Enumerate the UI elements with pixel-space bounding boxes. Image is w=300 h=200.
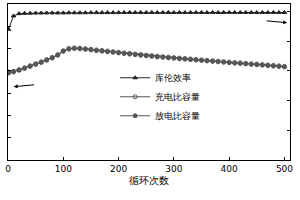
svg-text:循环次数: 循环次数 [129,175,169,186]
svg-text:400: 400 [221,164,238,174]
svg-text:100: 100 [55,164,72,174]
svg-text:500: 500 [276,164,293,174]
svg-text:库伦效率: 库伦效率 [155,73,191,83]
svg-text:200: 200 [110,164,127,174]
svg-text:0: 0 [5,164,11,174]
svg-text:放电比容量: 放电比容量 [155,111,200,121]
svg-text:充电比容量: 充电比容量 [155,92,200,102]
svg-text:300: 300 [165,164,182,174]
